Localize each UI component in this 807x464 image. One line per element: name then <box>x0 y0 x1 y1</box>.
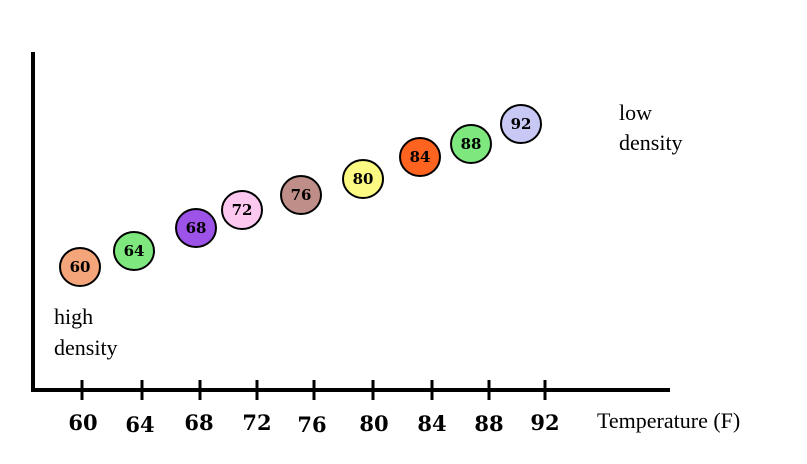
data-points: 60 64 68 72 76 80 84 88 92 <box>59 104 542 287</box>
data-point-64: 64 <box>113 231 155 271</box>
point-label-64: 64 <box>124 242 145 260</box>
x-tick-label-84: 84 <box>417 411 446 436</box>
point-marker-84 <box>399 137 441 177</box>
point-marker-72 <box>221 190 263 230</box>
data-point-68: 68 <box>175 208 217 248</box>
x-tick-label-72: 72 <box>242 410 271 435</box>
point-marker-88 <box>450 124 492 164</box>
data-point-88: 88 <box>450 124 492 164</box>
data-point-76: 76 <box>280 175 322 215</box>
x-tick-label-92: 92 <box>530 410 559 435</box>
low-density-label: low <box>619 100 652 125</box>
x-tick-labels: 60 64 68 72 76 80 84 88 92 <box>68 410 559 437</box>
data-point-84: 84 <box>399 137 441 177</box>
high-density-label: high <box>54 304 93 329</box>
point-marker-80 <box>342 159 384 199</box>
point-label-76: 76 <box>291 186 312 204</box>
data-point-80: 80 <box>342 159 384 199</box>
point-label-84: 84 <box>410 148 431 166</box>
point-marker-68 <box>175 208 217 248</box>
x-tick-label-88: 88 <box>474 411 503 436</box>
data-point-92: 92 <box>500 104 542 144</box>
x-tick-label-68: 68 <box>184 410 213 435</box>
point-marker-92 <box>500 104 542 144</box>
x-tick-label-80: 80 <box>359 411 388 436</box>
point-marker-60 <box>59 247 101 287</box>
x-tick-label-64: 64 <box>125 412 154 437</box>
x-axis-label: Temperature (F) <box>597 408 740 433</box>
x-tick-label-76: 76 <box>297 412 326 437</box>
point-label-72: 72 <box>232 201 253 219</box>
x-tick-label-60: 60 <box>68 410 97 435</box>
data-point-72: 72 <box>221 190 263 230</box>
point-label-92: 92 <box>511 115 532 133</box>
point-marker-76 <box>280 175 322 215</box>
x-ticks <box>80 380 547 400</box>
high-density-label-line2: density <box>54 335 118 360</box>
point-marker-64 <box>113 231 155 271</box>
low-density-label-line2: density <box>619 130 683 155</box>
point-label-68: 68 <box>186 219 207 237</box>
point-label-80: 80 <box>353 170 374 188</box>
data-point-60: 60 <box>59 247 101 287</box>
point-label-88: 88 <box>461 135 482 153</box>
point-label-60: 60 <box>70 258 91 276</box>
